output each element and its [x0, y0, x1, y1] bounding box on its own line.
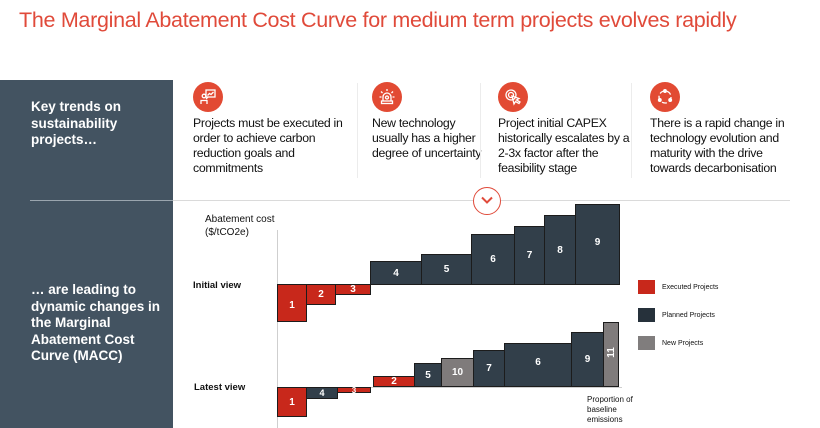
bar-label: 6: [490, 254, 496, 265]
trend-divider: [631, 83, 632, 178]
trend-text: There is a rapid change in technology ev…: [650, 116, 785, 175]
legend-swatch: [638, 280, 655, 294]
trend-text: Project initial CAPEX historically escal…: [498, 116, 630, 175]
legend-label: Executed Projects: [662, 283, 719, 291]
bar-initial-7: 7: [514, 226, 545, 285]
legend-item-new: New Projects: [638, 336, 703, 350]
bar-label: 5: [425, 369, 431, 381]
expand-chevron-button[interactable]: [473, 187, 501, 215]
bar-label: 4: [393, 267, 399, 279]
trend-item: There is a rapid change in technology ev…: [650, 82, 800, 176]
trend-item: New technology usually has a higher degr…: [372, 82, 482, 161]
legend-item-planned: Planned Projects: [638, 308, 715, 322]
bar-label: 8: [557, 244, 563, 256]
bar-latest-5: 5: [414, 363, 442, 387]
bar-latest-4: 4: [306, 387, 338, 399]
touch-click-icon: [498, 82, 528, 112]
alarm-light-icon: [372, 82, 402, 112]
bar-initial-6: 6: [471, 234, 515, 285]
bar-label: 2: [318, 289, 324, 300]
bar-label: 1: [289, 300, 295, 311]
trend-text: New technology usually has a higher degr…: [372, 116, 482, 160]
left-divider: [30, 200, 173, 201]
bar-initial-4: 4: [370, 261, 422, 285]
bar-label: 2: [391, 376, 397, 387]
x-axis-label: Proportion of baseline emissions: [587, 395, 633, 424]
bar-label: 10: [451, 367, 464, 378]
y-axis-label: Abatement cost ($/tCO2e): [205, 214, 275, 238]
bar-initial-5: 5: [421, 254, 472, 285]
bar-latest-11: 11: [603, 322, 619, 387]
bar-latest-2: 2: [373, 376, 415, 387]
bar-label: 3: [351, 385, 357, 395]
bar-latest-1: 1: [277, 387, 307, 417]
bar-initial-2: 2: [306, 284, 336, 305]
bar-initial-1: 1: [277, 284, 307, 322]
bar-label: 1: [289, 396, 295, 408]
bar-label: 5: [443, 264, 450, 275]
key-trends-heading: Key trends on sustainability projects…: [31, 99, 122, 147]
legend-swatch: [638, 308, 655, 322]
bar-initial-8: 8: [544, 215, 576, 285]
cycle-icon: [650, 82, 680, 112]
bar-label: 7: [486, 363, 492, 374]
trend-item: Project initial CAPEX historically escal…: [498, 82, 638, 176]
initial-view-label: Initial view: [193, 280, 242, 291]
legend-label: New Projects: [662, 339, 704, 347]
trend-divider: [480, 83, 481, 178]
bar-label: 11: [605, 347, 617, 358]
bar-latest-10: 10: [441, 358, 474, 387]
legend-swatch: [638, 336, 655, 350]
bar-label: 3: [350, 284, 356, 295]
presentation-chart-icon: [193, 82, 223, 112]
legend-label: Planned Projects: [662, 311, 715, 319]
trend-text: Projects must be executed in order to ac…: [193, 116, 343, 175]
macc-heading: … are leading to dynamic changes in the …: [31, 282, 161, 363]
trend-item: Projects must be executed in order to ac…: [193, 82, 353, 176]
latest-view-label: Latest view: [194, 382, 246, 393]
bar-initial-3: 3: [335, 284, 371, 295]
chevron-down-icon: [481, 196, 493, 204]
left-panel: Key trends on sustainability projects… ……: [0, 80, 173, 428]
legend-item-executed: Executed Projects: [638, 280, 718, 294]
bar-label: 4: [319, 388, 325, 398]
y-axis: [277, 230, 278, 428]
bar-label: 9: [584, 354, 591, 365]
bar-latest-9: 9: [571, 332, 604, 387]
bar-initial-9: 9: [575, 204, 620, 285]
trend-divider: [357, 83, 358, 178]
bar-latest-7: 7: [473, 350, 505, 387]
bar-label: 6: [535, 357, 541, 368]
latest-baseline: [277, 387, 622, 388]
page-title: The Marginal Abatement Cost Curve for me…: [19, 8, 737, 32]
bar-label: 7: [526, 250, 533, 261]
bar-latest-3: 3: [337, 385, 371, 395]
bar-latest-6: 6: [504, 343, 572, 387]
bar-label: 9: [594, 237, 601, 248]
